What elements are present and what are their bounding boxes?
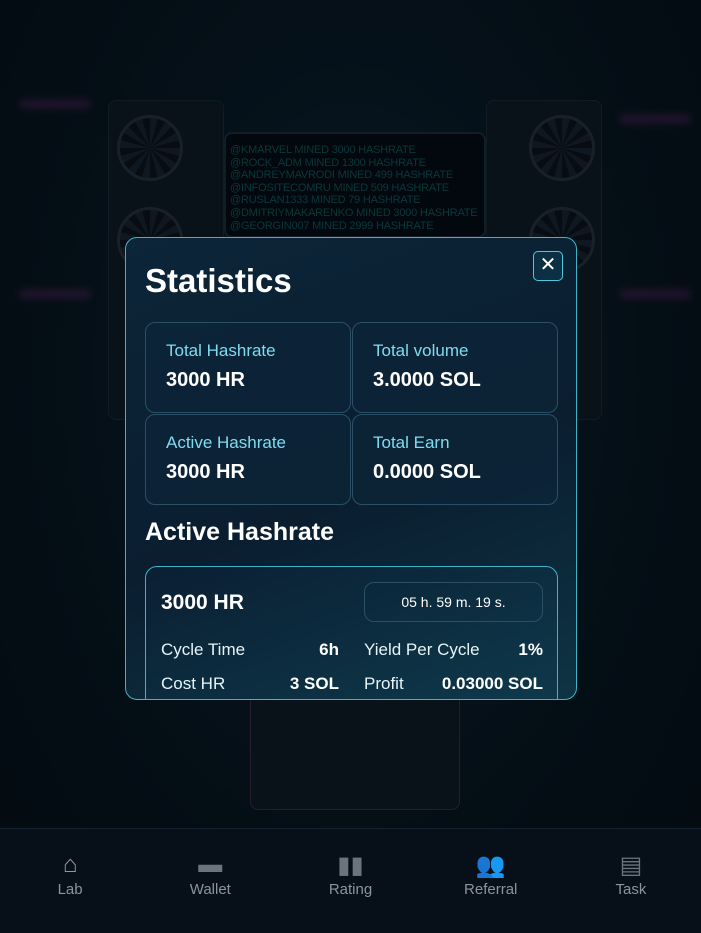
nav-label: Task: [615, 881, 647, 898]
profit-value: 0.03000 SOL: [441, 674, 543, 693]
ticker-line: @GEORGIN007 MINED 2999 HASHRATE: [230, 219, 434, 232]
yield-label: Yield Per Cycle: [364, 640, 480, 659]
close-button[interactable]: ✕: [533, 251, 563, 281]
nav-label: Lab: [57, 881, 83, 898]
ticker-line: @KMARVEL MINED 3000 HASHRATE: [230, 144, 416, 156]
statistics-modal: ✕ Statistics Total Hashrate 3000 HR Tota…: [125, 237, 577, 700]
ticker-line: @DMITRIYMAKARENKO MINED 3000 HASHRATE: [230, 206, 478, 219]
neon-stripe: [20, 290, 90, 298]
ticker-line: @ANDREYMAVRODI MINED 499 HASHRATE: [230, 169, 453, 182]
cost-value: 3 SOL: [289, 674, 339, 693]
stat-card-total-hashrate: Total Hashrate 3000 HR: [145, 322, 351, 413]
cycle-time-label: Cycle Time: [161, 640, 246, 659]
stat-label: Total volume: [373, 341, 469, 360]
yield-value: 1%: [518, 640, 543, 659]
neon-stripe: [620, 115, 690, 123]
nav-wallet[interactable]: ▬ Wallet: [140, 829, 280, 933]
mining-ticker: @KMARVEL MINED 3000 HASHRATE @ROCK_ADM M…: [224, 132, 486, 238]
section-title: Active Hashrate: [145, 518, 334, 546]
clipboard-icon: ▤: [619, 852, 643, 879]
wallet-icon: ▬: [198, 851, 223, 878]
stat-value: 3.0000 SOL: [373, 369, 481, 391]
stat-card-total-earn: Total Earn 0.0000 SOL: [352, 414, 558, 505]
active-hashrate-value: 3000 HR: [161, 591, 244, 614]
neon-stripe: [620, 290, 690, 298]
bar-chart-icon: ▮▮: [337, 852, 364, 879]
stat-value: 3000 HR: [166, 369, 245, 391]
nav-label: Referral: [464, 881, 518, 898]
stat-label: Total Hashrate: [166, 341, 276, 360]
stat-value: 0.0000 SOL: [373, 461, 481, 483]
nav-referral[interactable]: 👥 Referral: [421, 829, 561, 933]
cost-label: Cost HR: [161, 674, 226, 693]
ticker-line: @RUSLAN1333 MINED 79 HASHRATE: [230, 194, 421, 207]
ticker-line: @INFOSITECOMRU MINED 509 HASHRATE: [230, 181, 449, 194]
nav-label: Wallet: [189, 881, 231, 898]
cycle-timer: 05 h. 59 m. 19 s.: [364, 582, 543, 622]
profit-label: Profit: [364, 674, 404, 693]
home-icon: ⌂: [62, 851, 78, 878]
nav-label: Rating: [328, 881, 373, 898]
neon-stripe: [20, 100, 90, 108]
modal-title: Statistics: [145, 262, 292, 299]
users-icon: 👥: [475, 852, 506, 879]
stat-label: Total Earn: [373, 433, 450, 452]
cycle-time-value: 6h: [319, 640, 339, 659]
nav-rating[interactable]: ▮▮ Rating: [280, 829, 420, 933]
stat-card-active-hashrate: Active Hashrate 3000 HR: [145, 414, 351, 505]
bottom-nav: ⌂ Lab ▬ Wallet ▮▮ Rating 👥 Referral ▤ Task: [0, 828, 701, 933]
stat-label: Active Hashrate: [166, 433, 286, 452]
stat-value: 3000 HR: [166, 461, 245, 483]
close-icon: ✕: [539, 254, 557, 276]
nav-lab[interactable]: ⌂ Lab: [0, 829, 140, 933]
active-hashrate-card: 3000 HR 05 h. 59 m. 19 s. Cycle Time 6h …: [145, 566, 558, 699]
ticker-line: @ROCK_ADM MINED 1300 HASHRATE: [230, 156, 426, 169]
nav-task[interactable]: ▤ Task: [561, 829, 701, 933]
stat-card-total-volume: Total volume 3.0000 SOL: [352, 322, 558, 413]
